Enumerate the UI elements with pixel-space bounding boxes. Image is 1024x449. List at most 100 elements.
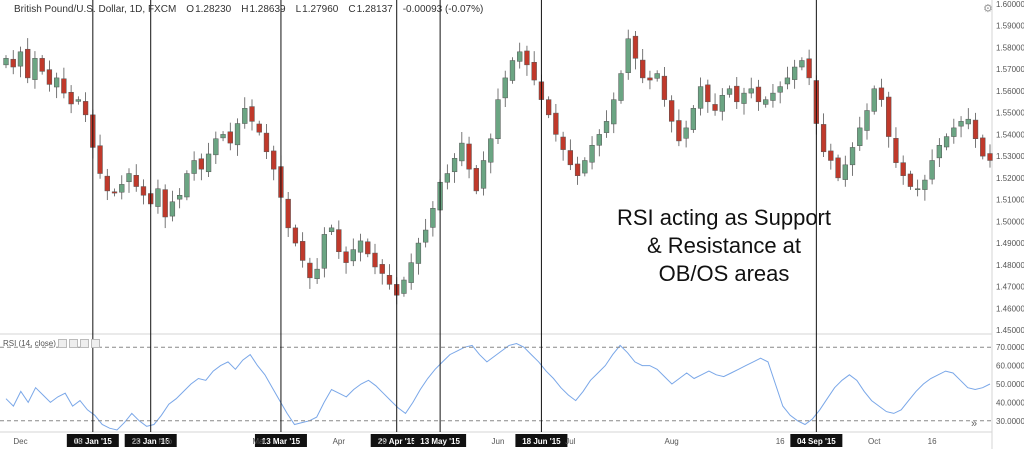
candle bbox=[864, 103, 870, 140]
candle bbox=[531, 51, 537, 86]
candle bbox=[46, 60, 53, 92]
candle bbox=[205, 142, 212, 177]
candle bbox=[227, 122, 233, 151]
candle bbox=[198, 153, 205, 181]
candle bbox=[820, 113, 827, 158]
candle bbox=[683, 120, 689, 148]
candle bbox=[661, 67, 668, 107]
candle bbox=[379, 259, 385, 285]
candle bbox=[791, 59, 798, 89]
rsi-close-icon[interactable] bbox=[79, 339, 89, 348]
candle bbox=[97, 134, 103, 179]
candle bbox=[220, 131, 226, 142]
candle bbox=[299, 232, 306, 268]
candle bbox=[943, 133, 950, 151]
candle bbox=[835, 154, 841, 182]
candle bbox=[784, 66, 791, 90]
time-tick-label: Dec bbox=[13, 437, 27, 446]
candle bbox=[987, 144, 993, 168]
candle bbox=[444, 164, 451, 190]
candle bbox=[213, 131, 219, 164]
candle bbox=[415, 237, 422, 275]
price-tick-label: 1.52000 bbox=[996, 174, 1024, 183]
candle bbox=[32, 51, 38, 89]
candle bbox=[292, 224, 299, 247]
price-tick-label: 1.47000 bbox=[996, 283, 1024, 292]
price-tick-label: 1.48000 bbox=[996, 261, 1024, 270]
chart-header: British Pound/U.S. Dollar, 1D, FXCM O1.2… bbox=[0, 0, 483, 18]
candle bbox=[929, 149, 935, 185]
candle bbox=[517, 42, 523, 69]
marker-date-label: 04 Sep '15 bbox=[797, 437, 836, 446]
candle bbox=[473, 165, 479, 195]
candle bbox=[459, 132, 465, 167]
time-tick-label: Apr bbox=[333, 437, 346, 446]
candle bbox=[502, 70, 508, 108]
time-tick-label: 20 bbox=[132, 437, 141, 446]
candle bbox=[401, 276, 407, 297]
candle bbox=[972, 112, 979, 148]
price-tick-label: 1.50000 bbox=[996, 217, 1024, 226]
annotation-line-3: OB/OS areas bbox=[658, 261, 790, 286]
candle bbox=[965, 108, 971, 130]
candle bbox=[553, 103, 559, 142]
candle bbox=[162, 184, 168, 229]
candle bbox=[726, 85, 733, 98]
candle bbox=[350, 238, 356, 267]
price-tick-label: 1.45000 bbox=[996, 326, 1024, 335]
candle bbox=[574, 156, 581, 185]
candle bbox=[705, 79, 711, 113]
marker-date-label: 29 Apr '15 bbox=[378, 437, 416, 446]
candle bbox=[697, 77, 704, 116]
candle bbox=[343, 246, 349, 274]
candle bbox=[336, 220, 342, 259]
candle bbox=[111, 188, 118, 197]
candle bbox=[907, 170, 914, 190]
candle bbox=[524, 45, 530, 76]
candle bbox=[191, 151, 197, 181]
candle bbox=[748, 77, 754, 99]
time-tick-label: Feb bbox=[158, 437, 172, 446]
rsi-tick-label: 30.0000 bbox=[996, 417, 1024, 426]
low-value: L1.27960 bbox=[295, 3, 339, 15]
candle bbox=[307, 257, 313, 289]
candle bbox=[734, 77, 740, 109]
rsi-levels bbox=[0, 346, 992, 422]
candle bbox=[755, 79, 762, 111]
candle bbox=[422, 218, 429, 248]
rsi-visibility-icon[interactable] bbox=[57, 339, 67, 348]
candle bbox=[582, 157, 588, 177]
candle bbox=[676, 109, 682, 147]
candlestick-series bbox=[3, 29, 993, 305]
double-chevron-icon[interactable]: » bbox=[971, 418, 978, 430]
candle bbox=[386, 264, 393, 290]
candle bbox=[242, 97, 248, 129]
marker-date-label: 13 Mar '15 bbox=[262, 437, 301, 446]
marker-date-label: 08 Jan '15 bbox=[74, 437, 112, 446]
candle bbox=[285, 191, 291, 237]
candle bbox=[480, 151, 487, 196]
annotation-line-2: & Resistance at bbox=[646, 233, 802, 258]
candle bbox=[256, 120, 262, 136]
candle bbox=[3, 55, 9, 69]
high-value: H1.28639 bbox=[241, 3, 286, 15]
price-tick-label: 1.60000 bbox=[996, 0, 1024, 9]
rsi-legend: RSI (14, close) bbox=[3, 339, 100, 348]
candle bbox=[849, 142, 856, 176]
marker-date-label: 23 Jan '15 bbox=[132, 437, 170, 446]
price-tick-label: 1.51000 bbox=[996, 196, 1024, 205]
candle bbox=[654, 70, 660, 82]
candle bbox=[936, 138, 943, 167]
marker-date-box bbox=[515, 434, 568, 447]
time-tick-label: 16 bbox=[74, 437, 83, 446]
time-tick-label: 16 bbox=[928, 437, 937, 446]
candle bbox=[68, 85, 74, 114]
candle bbox=[618, 70, 624, 104]
gear-icon[interactable]: ⚙ bbox=[983, 3, 993, 15]
vertical-markers: 08 Jan '15 23 Jan '15 13 Mar '15 29 Apr '15… bbox=[66, 0, 843, 447]
candle bbox=[321, 227, 328, 278]
rsi-more-icon[interactable] bbox=[90, 339, 100, 348]
rsi-settings-icon[interactable] bbox=[68, 339, 78, 348]
candle bbox=[119, 175, 125, 200]
